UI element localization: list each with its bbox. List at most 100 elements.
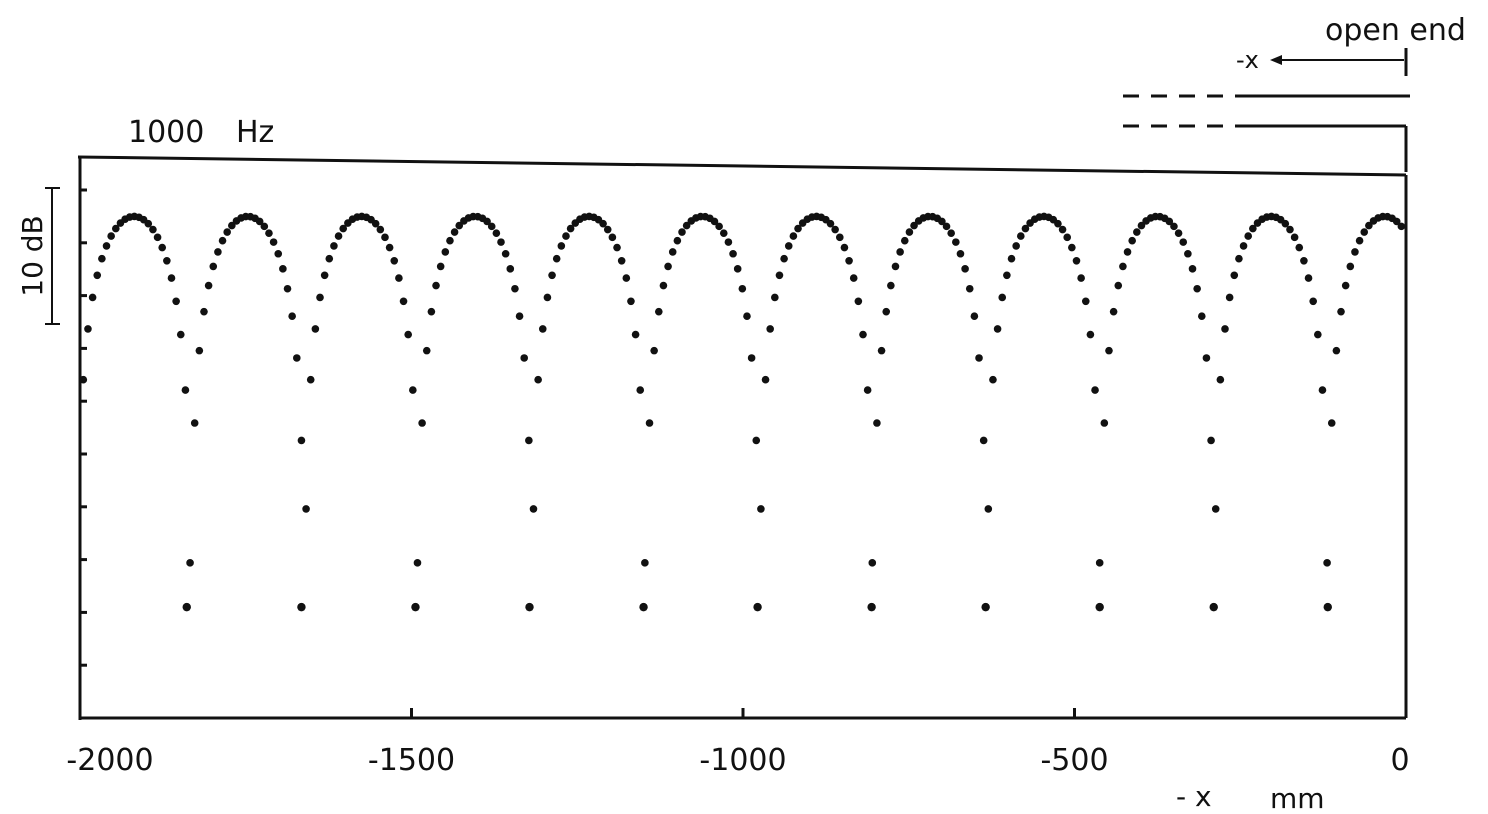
data-point-3: [93, 271, 102, 280]
data-point-104: [562, 232, 570, 240]
minimum-point-9: [1209, 602, 1218, 612]
data-point-217: [1086, 330, 1095, 339]
data-point-70: [404, 330, 412, 339]
data-point-238: [1184, 249, 1192, 258]
data-point-20: [172, 297, 180, 306]
data-point-4: [98, 254, 106, 263]
minimum-point-5: [753, 602, 762, 612]
data-point-5: [102, 242, 111, 250]
data-point-179: [910, 221, 918, 230]
diagram-arrow-head: [1270, 55, 1282, 65]
data-point-7: [112, 224, 120, 233]
data-point-220: [1100, 419, 1109, 427]
minimum-point-0: [182, 602, 191, 612]
data-point-284: [1397, 222, 1406, 231]
data-point-6: [107, 232, 115, 240]
data-point-272: [1341, 281, 1350, 290]
data-point-25: [195, 346, 204, 355]
data-point-236: [1174, 229, 1183, 237]
data-point-105: [566, 224, 575, 233]
data-point-243: [1207, 436, 1215, 445]
data-point-150: [775, 271, 784, 280]
data-point-51: [316, 293, 324, 302]
data-point-120: [636, 386, 645, 394]
data-point-136: [710, 217, 719, 226]
data-point-192: [970, 312, 979, 321]
data-point-270: [1332, 346, 1341, 355]
data-point-23: [186, 559, 194, 567]
data-point-54: [330, 242, 338, 250]
data-point-200: [1007, 254, 1016, 263]
data-point-46: [293, 354, 301, 362]
data-point-90: [497, 238, 505, 246]
data-point-265: [1309, 297, 1317, 306]
data-point-52: [320, 271, 329, 280]
data-point-153: [789, 232, 798, 240]
data-point-234: [1165, 217, 1174, 226]
data-point-191: [965, 284, 974, 293]
data-point-173: [882, 307, 891, 316]
data-point-95: [520, 354, 529, 362]
data-point-178: [905, 228, 914, 236]
data-point-247: [1225, 293, 1234, 302]
minimum-point-2: [411, 602, 420, 612]
data-point-273: [1346, 262, 1355, 271]
data-point-162: [831, 225, 839, 234]
x-axis-unit: mm: [1270, 782, 1325, 814]
data-point-147: [761, 375, 770, 384]
data-point-242: [1202, 354, 1211, 362]
x-tick-label-2: -1000: [699, 743, 786, 778]
data-point-113: [603, 225, 612, 234]
data-point-126: [664, 262, 672, 271]
minimum-point-3: [525, 602, 534, 612]
data-point-28: [209, 262, 218, 271]
data-point-32: [228, 221, 236, 230]
x-tick-label-0: -2000: [66, 743, 153, 778]
data-point-130: [682, 221, 691, 230]
open-end-label: open end: [1325, 13, 1466, 48]
data-point-222: [1109, 307, 1118, 316]
open-end-diagram: open end -x: [1123, 13, 1466, 172]
data-point-223: [1114, 281, 1123, 290]
data-point-0: [79, 375, 88, 384]
data-point-72: [413, 559, 422, 567]
data-point-167: [854, 297, 863, 306]
data-point-91: [501, 249, 510, 258]
data-point-213: [1068, 243, 1076, 252]
data-point-144: [747, 354, 756, 362]
data-point-98: [534, 375, 542, 384]
data-point-40: [265, 229, 273, 237]
data-point-275: [1355, 236, 1364, 245]
data-point-93: [511, 284, 519, 293]
data-point-225: [1123, 248, 1132, 256]
data-point-198: [998, 293, 1007, 302]
frequency-unit: Hz: [236, 115, 274, 150]
data-point-268: [1323, 559, 1331, 567]
data-point-142: [738, 284, 747, 293]
data-point-185: [938, 217, 946, 226]
plot-top-border: [77, 155, 1407, 177]
data-point-73: [418, 419, 426, 427]
data-point-16: [153, 233, 162, 242]
data-point-271: [1337, 307, 1345, 316]
data-point-227: [1133, 228, 1141, 236]
scale-bar-label: 10 dB: [16, 215, 49, 297]
data-point-41: [269, 238, 278, 246]
data-point-266: [1314, 330, 1322, 339]
data-point-241: [1197, 312, 1206, 321]
data-point-88: [487, 222, 496, 231]
data-point-250: [1239, 242, 1248, 250]
frequency-label: 1000: [128, 115, 204, 150]
data-point-201: [1012, 242, 1020, 250]
data-point-69: [399, 297, 408, 306]
data-point-100: [543, 293, 552, 302]
data-point-87: [483, 217, 491, 226]
x-tick-label-1: -1500: [368, 743, 455, 778]
data-point-186: [942, 222, 951, 231]
data-point-194: [979, 436, 988, 445]
data-point-246: [1221, 325, 1229, 333]
data-point-44: [283, 284, 292, 293]
data-point-38: [255, 217, 264, 226]
data-point-76: [432, 281, 440, 290]
data-point-139: [724, 238, 733, 246]
